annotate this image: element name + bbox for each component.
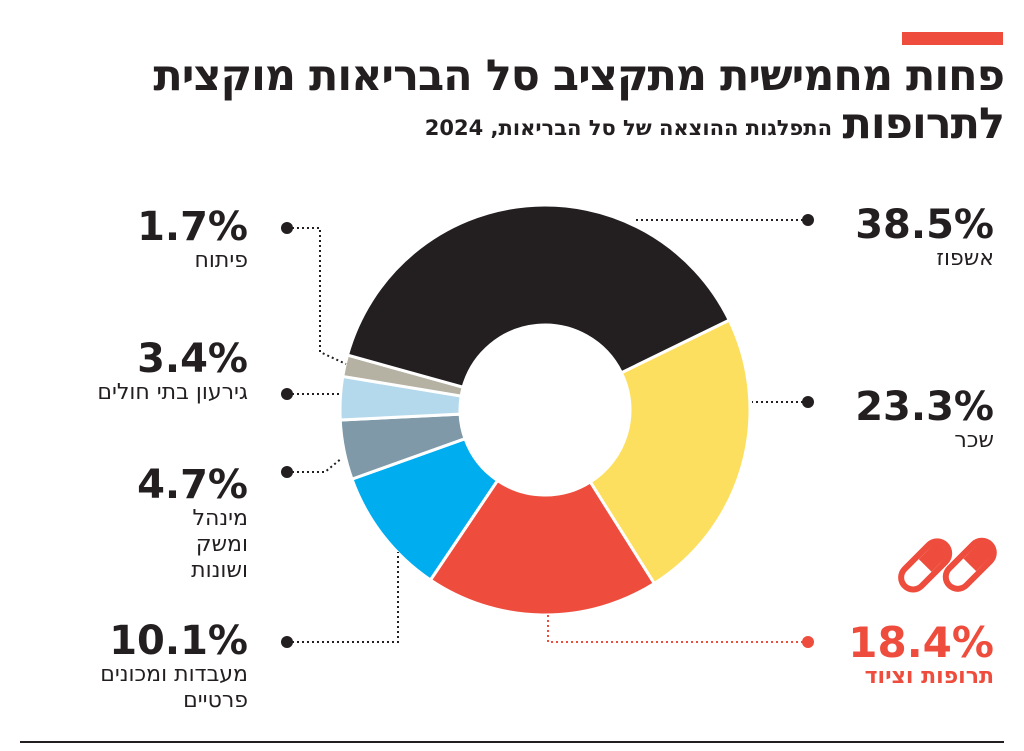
pills-icon	[898, 537, 997, 593]
chart-subtitle: התפלגות ההוצאה של סל הבריאות, 2024	[424, 116, 832, 140]
slice-label-salary: 23.3% שכר	[794, 386, 994, 454]
slice-label-drugs: 18.4% תרופות וציוד	[794, 622, 994, 690]
category-label: תרופות וציוד	[864, 664, 994, 689]
category-label: אשפוז	[936, 246, 994, 271]
donut-slice	[428, 478, 657, 617]
value-label: 18.4%	[848, 618, 994, 667]
category-label: מינהל ומשק ושונות	[191, 506, 248, 583]
leader-dot	[281, 388, 293, 400]
leader-dot	[281, 466, 293, 478]
leader-dot	[802, 396, 814, 408]
donut-slice	[588, 318, 752, 586]
chart-title-line1: פחות מחמישית מתקציב סל הבריאות מוקצית	[153, 51, 1005, 101]
leader-dot	[281, 222, 293, 234]
category-label: שכר	[954, 428, 994, 453]
bottom-rule	[20, 741, 1004, 743]
leader-dot	[802, 636, 814, 648]
leader-dot	[802, 214, 814, 226]
slice-label-hospitalization: 38.5% אשפוז	[794, 204, 994, 272]
leader-line	[287, 457, 343, 473]
value-label: 4.7%	[137, 462, 248, 508]
value-label: 10.1%	[109, 618, 248, 664]
leader-line	[547, 612, 808, 643]
leader-line	[287, 227, 347, 365]
slice-label-labs: 10.1% מעבדות ומכונים פרטיים	[20, 620, 248, 714]
slice-label-development: 1.7% פיתוח	[20, 206, 248, 274]
leader-line	[287, 552, 399, 643]
category-label: פיתוח	[194, 248, 249, 273]
category-label: גירעון בתי חולים	[97, 380, 248, 405]
category-label: מעבדות ומכונים פרטיים	[100, 662, 248, 713]
donut-slice	[345, 203, 732, 390]
chart-title-line2: לתרופות	[842, 99, 1005, 149]
slice-label-hospital-deficit: 3.4% גירעון בתי חולים	[20, 338, 248, 406]
value-label: 1.7%	[137, 204, 248, 250]
value-label: 23.3%	[855, 384, 994, 430]
leader-dot	[281, 636, 293, 648]
slice-label-admin: 4.7% מינהל ומשק ושונות	[20, 464, 248, 584]
value-label: 3.4%	[137, 336, 248, 382]
value-label: 38.5%	[855, 202, 994, 248]
accent-bar	[902, 32, 1003, 45]
